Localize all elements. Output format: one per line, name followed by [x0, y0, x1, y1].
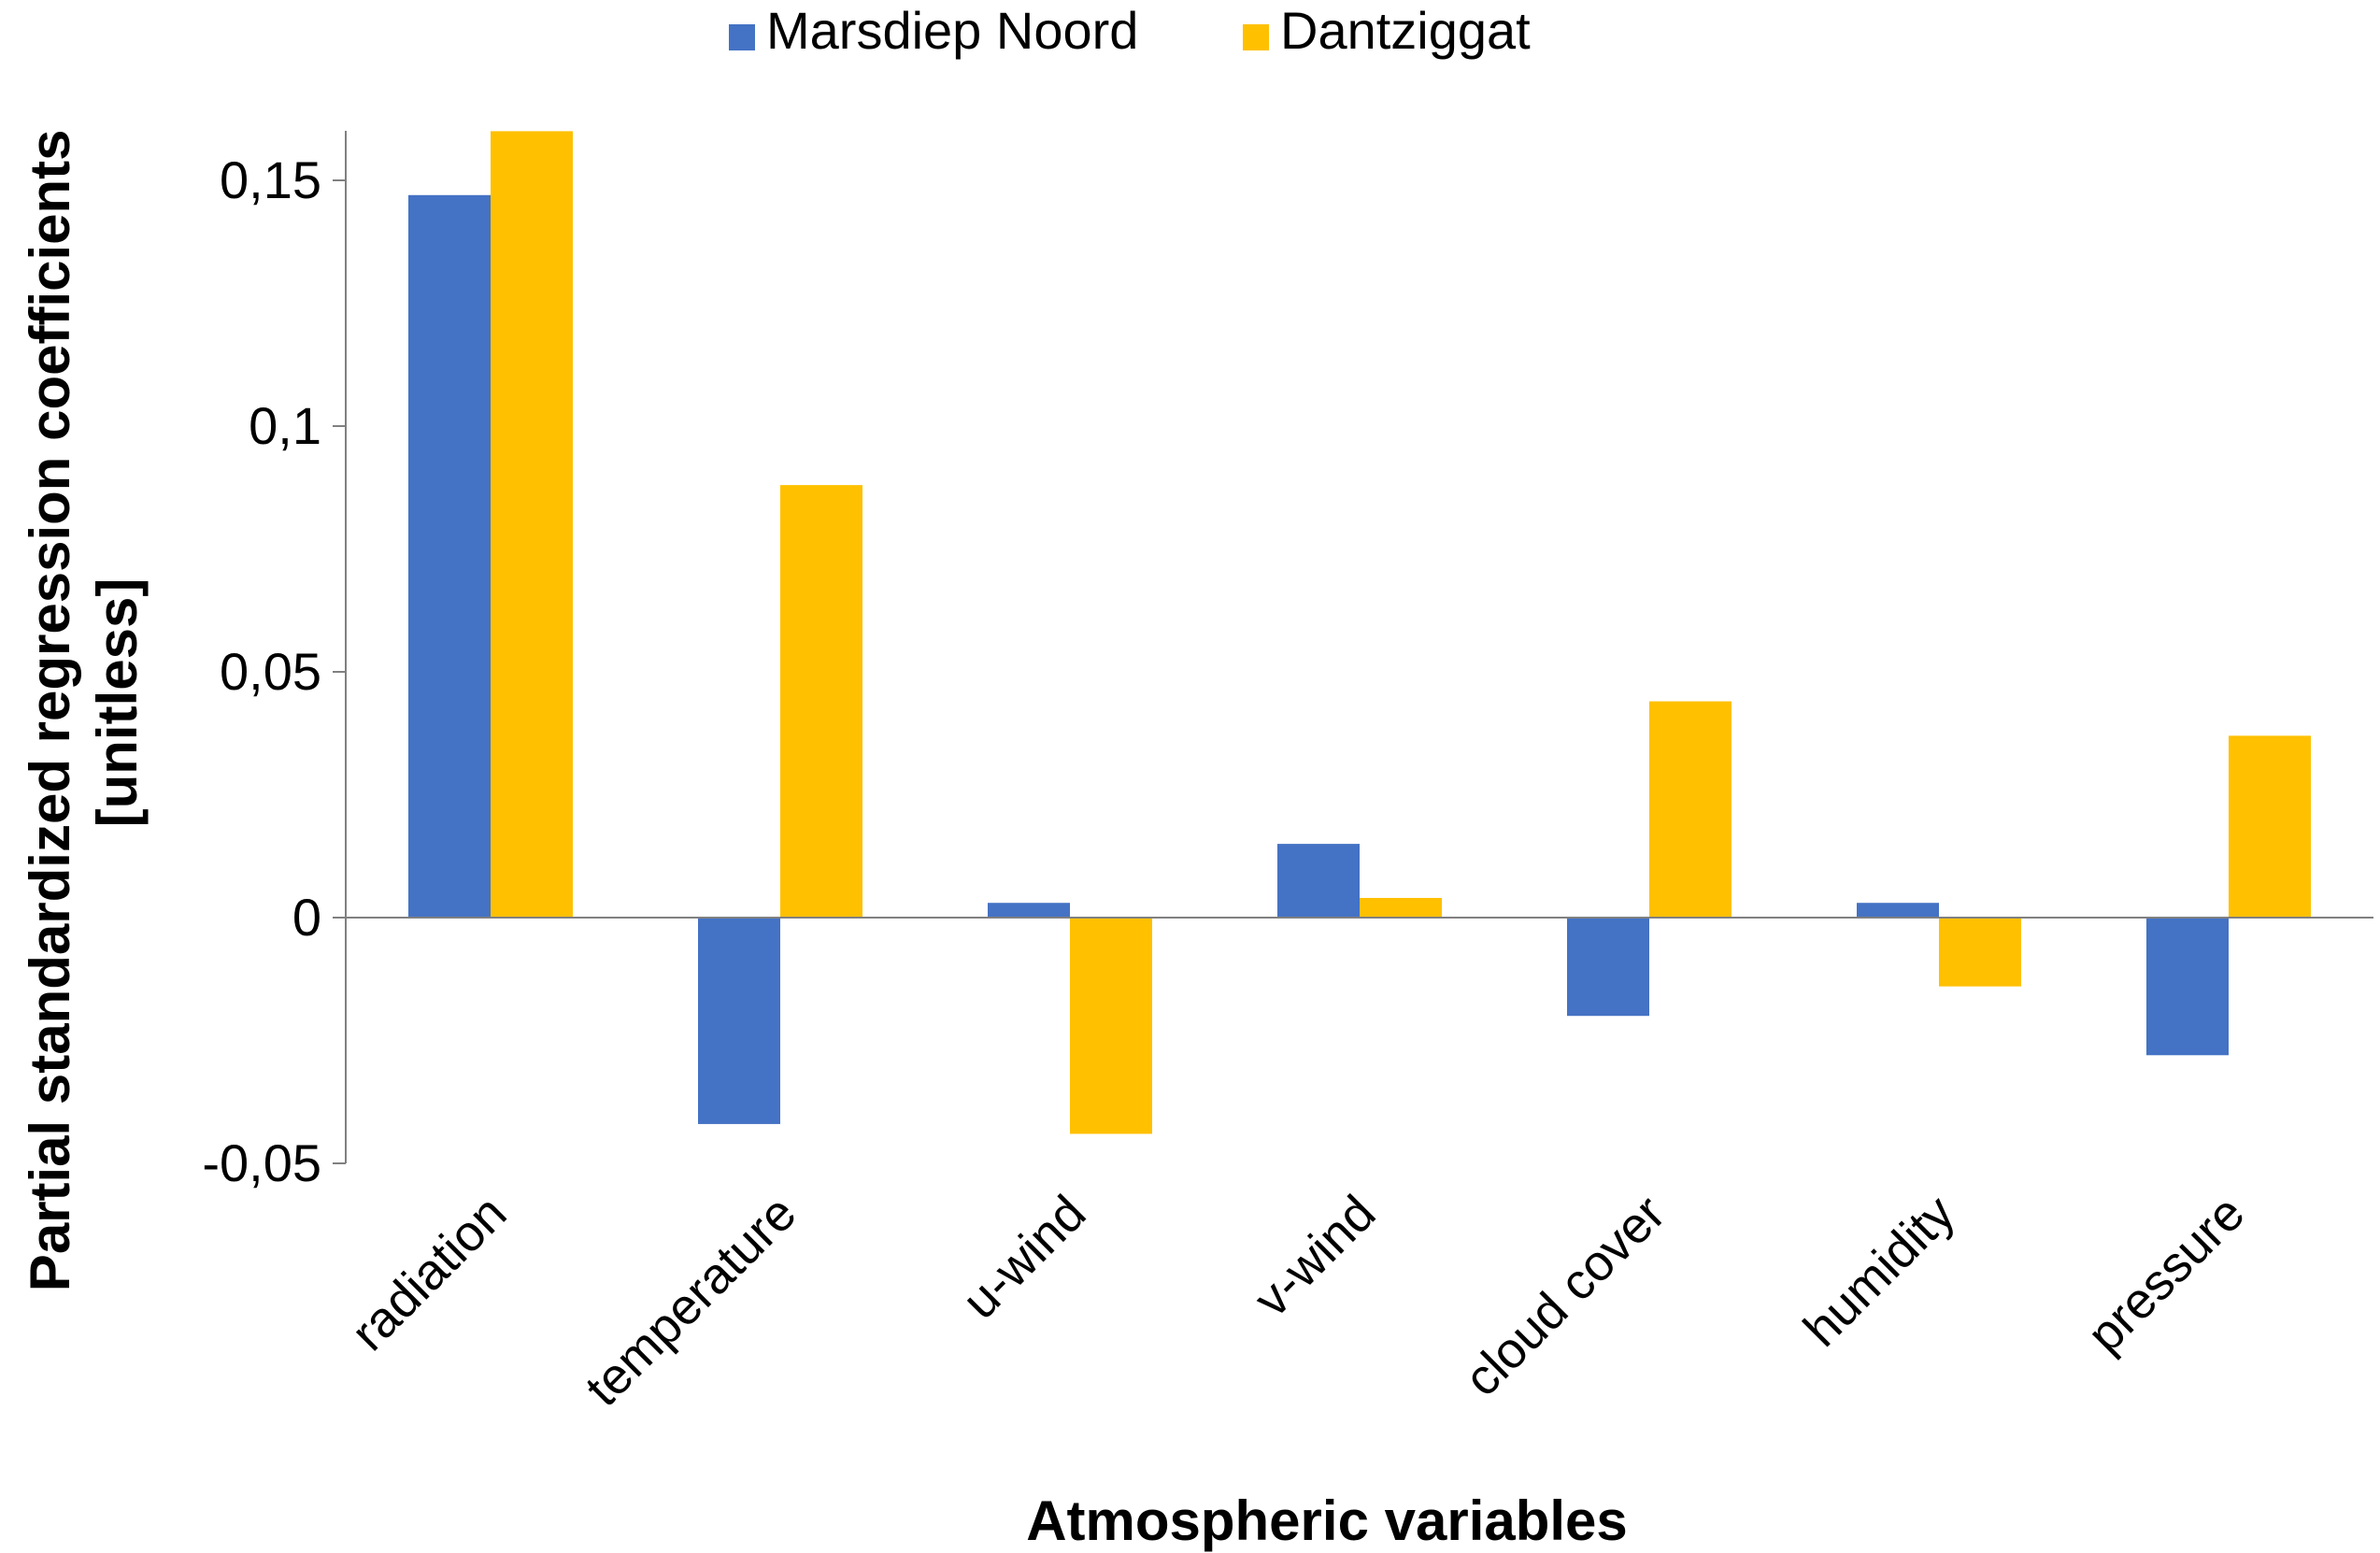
y-axis-title-line-2: [unitless]	[86, 578, 149, 828]
legend-swatch-dantziggat	[1243, 24, 1269, 50]
y-tick-label: 0,15	[220, 150, 321, 209]
x-category-label: temperature	[575, 1185, 806, 1417]
x-category-label: radiation	[341, 1185, 518, 1361]
legend-label-marsdiep-noord: Marsdiep Noord	[766, 1, 1138, 60]
bar-marsdiep-noord-pressure	[2146, 918, 2229, 1056]
y-axis-title: Partial standardized regression coeffici…	[19, 114, 149, 1291]
x-category-label: u-wind	[952, 1185, 1097, 1330]
x-axis-title: Atmospheric variables	[1026, 1489, 1628, 1552]
axes	[345, 131, 2373, 1163]
y-tick-label: -0,05	[202, 1133, 321, 1192]
legend-label-dantziggat: Dantziggat	[1280, 1, 1531, 60]
x-category-label: v-wind	[1244, 1185, 1387, 1328]
legend-swatch-marsdiep-noord	[729, 24, 755, 50]
bar-dantziggat-temperature	[780, 485, 862, 918]
y-axis-title-line-1: Partial standardized regression coeffici…	[19, 129, 81, 1291]
bar-marsdiep-noord-radiation	[408, 194, 491, 918]
x-axis-category-labels: radiation temperature u-wind v-wind cloud co…	[341, 1185, 2256, 1417]
bar-marsdiep-noord-v-wind	[1277, 844, 1360, 918]
x-category-label: pressure	[2077, 1185, 2256, 1363]
bar-dantziggat-pressure	[2229, 735, 2311, 918]
bar-dantziggat-u-wind	[1070, 918, 1152, 1134]
bar-dantziggat-v-wind	[1360, 897, 1442, 918]
y-axis-ticks: -0,05 0 0,05 0,1 0,15	[202, 150, 346, 1192]
legend: Marsdiep Noord Dantziggat	[729, 1, 1531, 60]
bar-marsdiep-noord-u-wind	[988, 903, 1070, 918]
bar-marsdiep-noord-humidity	[1857, 903, 1939, 918]
x-category-label: humidity	[1793, 1185, 1966, 1358]
bar-marsdiep-noord-temperature	[698, 918, 780, 1124]
y-tick-label: 0	[292, 888, 321, 947]
y-tick-label: 0,05	[220, 642, 321, 701]
bar-dantziggat-radiation	[491, 131, 573, 918]
bars	[408, 131, 2311, 1134]
bar-dantziggat-humidity	[1939, 918, 2021, 987]
y-tick-label: 0,1	[249, 396, 321, 455]
x-category-label: cloud cover	[1454, 1185, 1676, 1407]
bar-marsdiep-noord-cloud-cover	[1567, 918, 1649, 1017]
bar-dantziggat-cloud-cover	[1649, 701, 1732, 918]
